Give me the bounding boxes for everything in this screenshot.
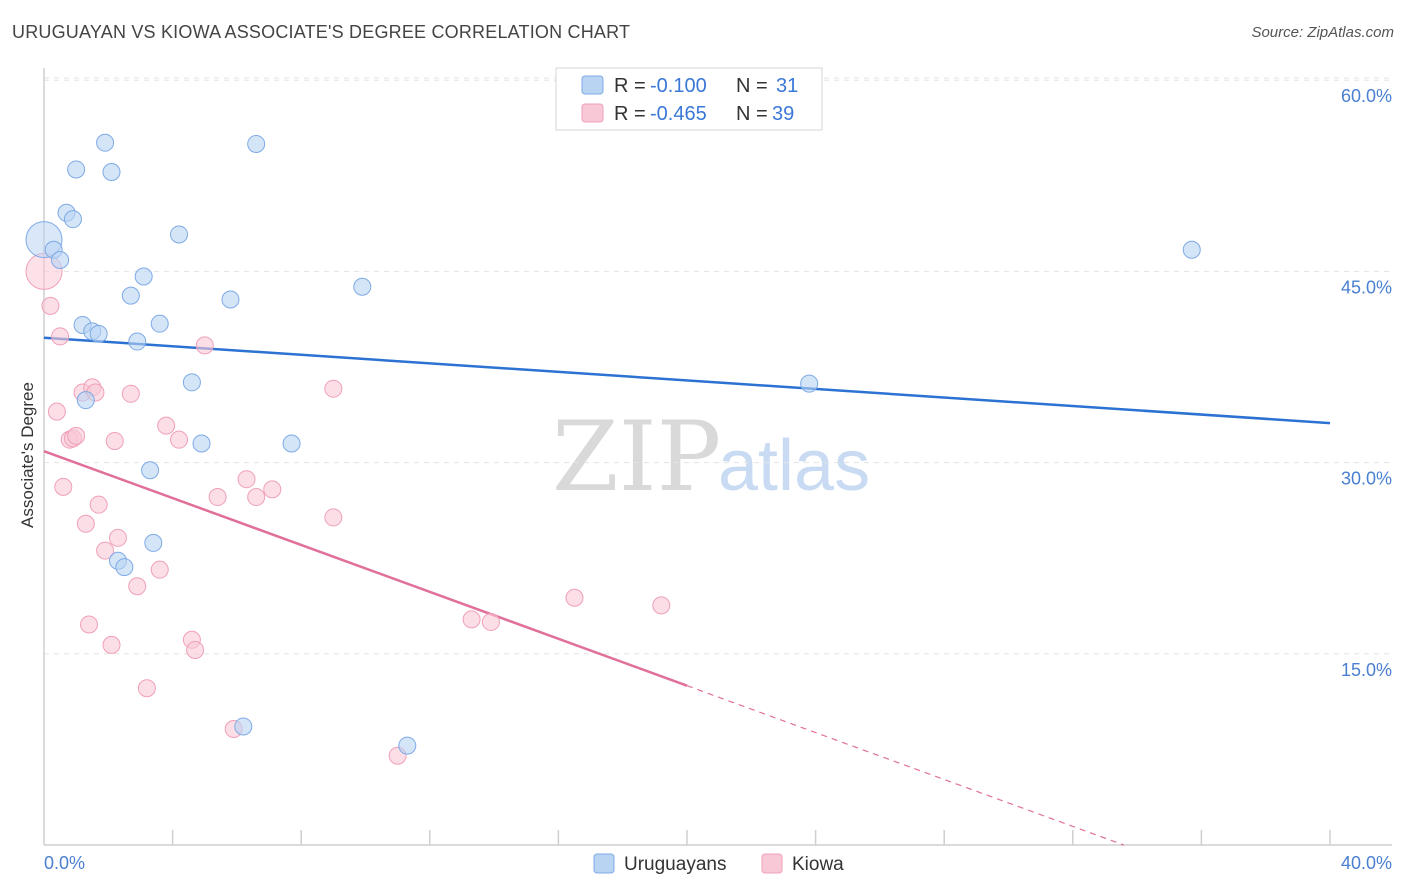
trend-line-kiowa [43,449,688,687]
point-uruguayans-26 [115,558,134,577]
bottom-legend-swatch-kiowa [761,853,783,874]
point-kiowa-18 [121,384,140,403]
point-kiowa-19 [128,577,147,596]
legend-r-value-1: -0.100 [650,75,707,97]
y-tick-label-30: 30.0% [1341,469,1392,489]
trend-lines [43,336,1331,846]
point-uruguayans-10 [150,314,169,333]
point-kiowa-23 [170,430,189,449]
point-kiowa-22 [157,416,176,435]
x-tick-label-max: 40.0% [1341,853,1392,873]
point-kiowa-10 [80,615,99,634]
point-uruguayans-18 [128,332,147,351]
point-uruguayans-4 [63,210,82,229]
point-uruguayans-13 [247,134,266,153]
point-kiowa-2 [47,402,66,421]
point-uruguayans-7 [102,163,121,182]
point-uruguayans-28 [398,736,417,755]
point-kiowa-4 [54,477,73,496]
point-uruguayans-27 [234,717,253,736]
point-uruguayans-20 [182,373,201,392]
legend-n-value-1: 31 [776,75,798,97]
watermark-zip: ZIP [552,401,721,513]
data-points [25,133,1201,765]
point-uruguayans-14 [353,277,372,296]
point-uruguayans-2 [51,250,70,269]
point-uruguayans-9 [121,286,140,305]
point-kiowa-3 [51,327,70,346]
y-tick-labels: 15.0% 30.0% 45.0% 60.0% [1341,86,1392,680]
legend-swatch-kiowa [581,103,604,123]
point-kiowa-7 [67,426,86,445]
point-kiowa-14 [96,541,115,560]
point-kiowa-15 [102,635,121,654]
legend-n-label-2: N = [736,103,768,125]
point-uruguayans-11 [170,225,189,244]
point-kiowa-9 [76,514,95,533]
point-kiowa-30 [247,488,266,507]
point-kiowa-32 [324,379,343,398]
trend-line-uruguayans [43,336,1331,425]
legend-r-value-2: -0.465 [650,103,707,125]
point-kiowa-35 [462,610,481,629]
bottom-legend: Uruguayans Kiowa [593,853,844,875]
point-uruguayans-24 [144,533,163,552]
x-tick-label-min: 0.0% [44,853,85,873]
point-uruguayans-21 [192,434,211,453]
point-kiowa-21 [150,560,169,579]
point-kiowa-1 [41,296,60,315]
point-uruguayans-6 [96,133,115,152]
point-kiowa-27 [208,488,227,507]
bottom-legend-swatch-uruguayans [593,853,615,874]
legend-n-value-2: 39 [772,103,794,125]
axes [43,68,1392,846]
point-kiowa-13 [89,495,108,514]
point-uruguayans-30 [1182,240,1201,259]
point-uruguayans-23 [141,461,160,480]
point-kiowa-25 [186,640,205,659]
point-kiowa-16 [105,431,124,450]
point-kiowa-36 [481,612,500,631]
point-uruguayans-19 [76,391,95,410]
legend-n-label-1: N = [736,75,768,97]
x-ticks [171,830,1331,845]
trend-line-kiowa-extrapolated [686,685,1125,846]
point-uruguayans-29 [800,374,819,393]
watermark-atlas: atlas [718,426,870,506]
chart-title: URUGUAYAN VS KIOWA ASSOCIATE'S DEGREE CO… [12,22,631,42]
point-kiowa-20 [137,679,156,698]
legend-swatch-uruguayans [581,75,604,95]
point-kiowa-33 [324,508,343,527]
point-uruguayans-8 [134,267,153,286]
point-uruguayans-12 [221,290,240,309]
bottom-legend-kiowa: Kiowa [792,854,844,875]
point-kiowa-26 [195,336,214,355]
y-tick-label-45: 45.0% [1341,277,1392,297]
point-kiowa-37 [565,588,584,607]
y-tick-label-60: 60.0% [1341,86,1392,106]
point-uruguayans-17 [89,324,108,343]
point-uruguayans-22 [282,434,301,453]
legend-r-label-1: R = [614,75,646,97]
legend-r-label-2: R = [614,103,646,125]
point-kiowa-31 [263,480,282,499]
y-tick-label-15: 15.0% [1341,660,1392,680]
point-uruguayans-5 [67,160,86,179]
gridlines [44,77,1392,655]
bottom-legend-uruguayans: Uruguayans [624,854,726,875]
point-kiowa-38 [652,596,671,615]
point-kiowa-29 [237,470,256,489]
point-kiowa-17 [108,528,127,547]
source-label: Source: ZipAtlas.com [1251,24,1394,41]
legend-box: R = -0.100 N = 31 R = -0.465 N = 39 [555,67,823,131]
